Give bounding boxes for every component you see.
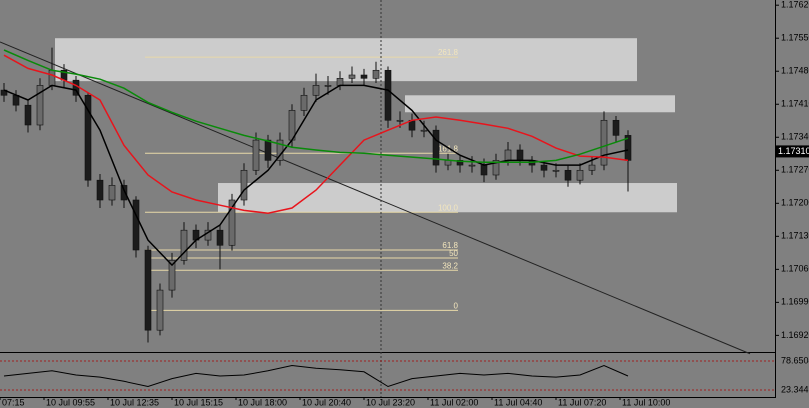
candle-body [156, 289, 164, 331]
candle-body [24, 104, 32, 126]
y-tick-label: 1.17270 [781, 165, 809, 175]
x-tick-label: 10 Jul 23:20 [366, 397, 415, 407]
candle-body [588, 164, 596, 171]
y-tick-label: 1.17620 [781, 0, 809, 10]
candle-body [96, 179, 104, 201]
moving-average [3, 49, 629, 164]
candle-body [36, 85, 44, 126]
candle-body [132, 199, 140, 251]
candle-body [456, 160, 464, 166]
x-tick-label: 11 Jul 07:20 [558, 397, 606, 407]
candle-body [180, 229, 188, 261]
y-tick-label: 1.17130 [781, 231, 809, 241]
fib-label: 61.8 [442, 241, 458, 250]
candle-body [480, 164, 488, 176]
candle-body [396, 119, 404, 122]
candle-body [492, 160, 500, 176]
y-tick-label: 1.17340 [781, 132, 809, 142]
fib-label: 100.0 [438, 203, 459, 212]
candle-body [216, 229, 224, 246]
candle-body [84, 94, 92, 181]
candle-body [144, 249, 152, 331]
osc-tick-label: 78.6504 [781, 355, 809, 365]
x-tick-label: 10 Jul 18:00 [238, 397, 287, 407]
moving-average [3, 54, 629, 214]
x-tick-label: 10 Jul 20:40 [302, 397, 351, 407]
zone [218, 183, 677, 213]
candle-body [516, 149, 524, 161]
fib-label: 161.8 [438, 144, 459, 153]
y-tick-label: 1.17550 [781, 33, 809, 43]
x-tick-label: 07:15 [2, 397, 25, 407]
candle-body [12, 94, 20, 106]
x-tick-label: 11 Jul 10:00 [622, 397, 670, 407]
x-tick-label: 11 Jul 02:00 [430, 397, 478, 407]
candle-body [360, 74, 368, 79]
candle-body [0, 89, 8, 96]
candle-body [108, 185, 116, 201]
y-tick-label: 1.17410 [781, 99, 809, 109]
candle-body [120, 185, 128, 201]
candle-body [600, 119, 608, 166]
candle-body [468, 164, 476, 167]
y-tick-label: 1.17480 [781, 66, 809, 76]
candle-body [264, 139, 272, 161]
trendline [0, 41, 751, 355]
x-tick-label: 11 Jul 04:40 [494, 397, 542, 407]
zone [405, 95, 675, 113]
last-price-label: 1.17310 [778, 146, 809, 156]
candle-body [336, 78, 344, 86]
candle-body [564, 169, 572, 181]
candle-body [168, 260, 176, 291]
fib-label: 38.2 [442, 261, 458, 270]
moving-average [3, 84, 629, 267]
osc-tick-label: 23.3447 [781, 384, 809, 394]
y-tick-label: 1.16920 [781, 330, 809, 340]
candle-body [348, 74, 356, 79]
oscillator-line [3, 364, 629, 388]
candle-body [420, 129, 428, 132]
candle-body [552, 169, 560, 172]
y-tick-label: 1.17200 [781, 198, 809, 208]
candle-body [312, 85, 320, 96]
candle-body [324, 85, 332, 87]
fib-label: 261.8 [438, 48, 459, 57]
candle-body [228, 199, 236, 246]
candle-body [576, 169, 584, 181]
candle-body [252, 139, 260, 171]
last-price-tag [776, 145, 809, 158]
y-tick-label: 1.16990 [781, 297, 809, 307]
candle-body [384, 69, 392, 121]
fib-label: 0 [454, 301, 459, 310]
candle-body [504, 149, 512, 161]
candle-body [612, 119, 620, 136]
candle-body [372, 69, 380, 79]
x-tick-label: 10 Jul 15:15 [174, 397, 223, 407]
candle-body [300, 94, 308, 111]
x-tick-label: 10 Jul 12:35 [110, 397, 159, 407]
candle-body [432, 129, 440, 166]
y-tick-label: 1.17060 [781, 264, 809, 274]
candle-body [48, 69, 56, 86]
zone [55, 38, 637, 82]
candle-body [240, 169, 248, 201]
x-tick-label: 10 Jul 09:55 [46, 397, 95, 407]
fib-label: 50 [449, 249, 458, 258]
candle-body [540, 164, 548, 171]
